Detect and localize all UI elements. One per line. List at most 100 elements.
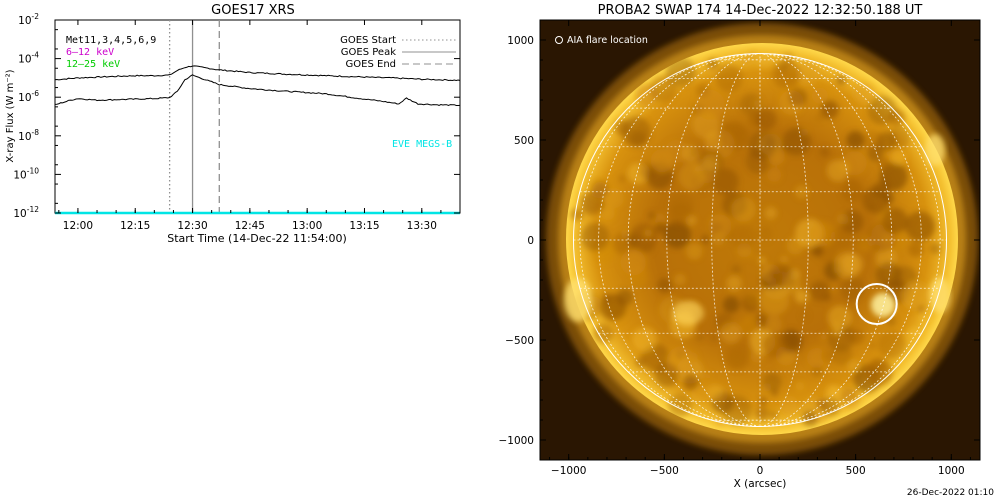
surface-blob bbox=[881, 207, 908, 234]
swap-legend-symbol bbox=[555, 36, 563, 44]
surface-blob bbox=[711, 231, 726, 246]
surface-blob bbox=[846, 130, 865, 150]
surface-blob bbox=[588, 176, 611, 199]
swap-image bbox=[540, 20, 980, 460]
surface-blob bbox=[795, 381, 805, 391]
surface-blob bbox=[811, 87, 829, 104]
surface-blob bbox=[765, 315, 782, 333]
grid-longitude-line bbox=[666, 53, 761, 427]
swap-x-axis-label: X (arcsec) bbox=[734, 478, 787, 490]
grid-longitude-line bbox=[711, 53, 761, 427]
grid-longitude-line bbox=[759, 53, 922, 427]
swap-y-tick-label: −500 bbox=[505, 335, 534, 347]
surface-blob bbox=[644, 229, 652, 237]
render-timestamp: 26-Dec-2022 01:10 bbox=[906, 488, 994, 498]
surface-blob bbox=[837, 213, 849, 225]
goes-series-line-2 bbox=[54, 74, 461, 107]
surface-blob bbox=[907, 327, 922, 342]
grid-longitude-line bbox=[759, 53, 941, 427]
goes-x-tick-label: 13:00 bbox=[292, 220, 322, 232]
goes-y-tick-label: 10-10 bbox=[13, 166, 39, 181]
surface-blob bbox=[810, 280, 831, 302]
surface-blob bbox=[917, 304, 926, 314]
surface-blob bbox=[722, 395, 752, 425]
surface-blob bbox=[599, 292, 613, 305]
surface-blob bbox=[628, 223, 658, 253]
surface-blob bbox=[820, 100, 839, 119]
swap-y-tick-label: 1000 bbox=[507, 35, 534, 47]
surface-blob bbox=[740, 55, 751, 66]
surface-blob bbox=[726, 275, 742, 292]
surface-blob bbox=[759, 285, 790, 316]
surface-blob bbox=[759, 397, 767, 405]
surface-blob bbox=[701, 154, 719, 172]
surface-blob bbox=[875, 261, 902, 288]
surface-blob bbox=[767, 167, 782, 183]
surface-blob bbox=[772, 272, 779, 279]
goes-y-axis-label: X-ray Flux (W m⁻²) bbox=[5, 69, 16, 162]
surface-blob bbox=[821, 350, 834, 363]
surface-blob bbox=[745, 291, 761, 308]
surface-blob bbox=[877, 158, 891, 171]
surface-blob bbox=[876, 131, 897, 152]
surface-blob bbox=[731, 197, 756, 222]
surface-blob bbox=[757, 226, 773, 242]
grid-longitude-line bbox=[598, 53, 761, 427]
active-region-northwest bbox=[925, 134, 945, 166]
surface-blob bbox=[700, 234, 711, 245]
active-region-west bbox=[930, 277, 950, 313]
swap-x-ticks: −1000 −500 0 500 1000 bbox=[549, 20, 971, 477]
surface-blob bbox=[774, 61, 801, 88]
goes-series-line-1 bbox=[54, 65, 461, 82]
legend-goes-end-label: GOES End bbox=[346, 59, 396, 70]
surface-blob bbox=[627, 266, 649, 287]
surface-blob bbox=[810, 221, 836, 247]
surface-blob bbox=[890, 149, 907, 166]
swap-x-tick-label: 0 bbox=[757, 465, 764, 477]
surface-blob bbox=[711, 168, 739, 196]
surface-blob bbox=[841, 252, 864, 275]
surface-blob bbox=[570, 208, 584, 221]
surface-blob bbox=[723, 343, 751, 371]
surface-blob bbox=[778, 85, 804, 111]
goes-y-tick-label: 10-6 bbox=[18, 89, 39, 104]
goes-title: GOES17 XRS bbox=[211, 3, 295, 18]
swap-x-tick-label: 1000 bbox=[938, 465, 965, 477]
goes-plot-frame bbox=[54, 19, 461, 214]
surface-blob bbox=[581, 222, 610, 252]
eve-megs-b-label: EVE MEGS-B bbox=[392, 139, 452, 150]
goes-y-ticks: 10-12 10-10 10-8 10-6 10-4 10-2 bbox=[13, 12, 460, 220]
goes-xrs-panel: GOES17 XRS 12:00 12:15 12:30 12:45 13:00 13:1… bbox=[5, 3, 461, 245]
surface-blob bbox=[708, 221, 722, 235]
surface-blob bbox=[621, 116, 651, 147]
surface-blob bbox=[819, 147, 830, 158]
surface-blob bbox=[781, 255, 788, 263]
surface-blob bbox=[857, 235, 874, 253]
surface-blob bbox=[755, 108, 777, 130]
surface-blob bbox=[731, 224, 757, 250]
surface-blob bbox=[780, 397, 799, 415]
legend-goes-start-label: GOES Start bbox=[340, 35, 396, 46]
grid-longitude-line bbox=[579, 53, 761, 427]
surface-blob bbox=[705, 373, 712, 380]
surface-blob bbox=[710, 335, 717, 342]
surface-blob bbox=[715, 65, 743, 92]
solar-surface-texture bbox=[570, 50, 948, 427]
surface-blob bbox=[648, 211, 657, 220]
goes-x-tick-label: 12:00 bbox=[63, 220, 93, 232]
surface-blob bbox=[764, 206, 777, 220]
surface-blob bbox=[905, 211, 935, 242]
surface-blob bbox=[869, 342, 876, 350]
surface-blob bbox=[631, 327, 657, 352]
swap-y-ticks: −1000 −500 0 500 1000 bbox=[498, 19, 980, 461]
goes-x-tick-label: 13:15 bbox=[349, 220, 379, 232]
surface-blob bbox=[772, 265, 797, 289]
solar-limb bbox=[572, 52, 948, 428]
surface-blob bbox=[649, 75, 677, 103]
surface-blob bbox=[862, 186, 890, 214]
swap-panel: PROBA2 SWAP 174 14-Dec-2022 12:32:50.188… bbox=[498, 3, 981, 490]
goes-time-markers bbox=[168, 20, 220, 213]
surface-blob bbox=[814, 112, 824, 122]
goes-y-tick-label: 10-8 bbox=[18, 128, 39, 143]
surface-blob bbox=[755, 406, 770, 421]
